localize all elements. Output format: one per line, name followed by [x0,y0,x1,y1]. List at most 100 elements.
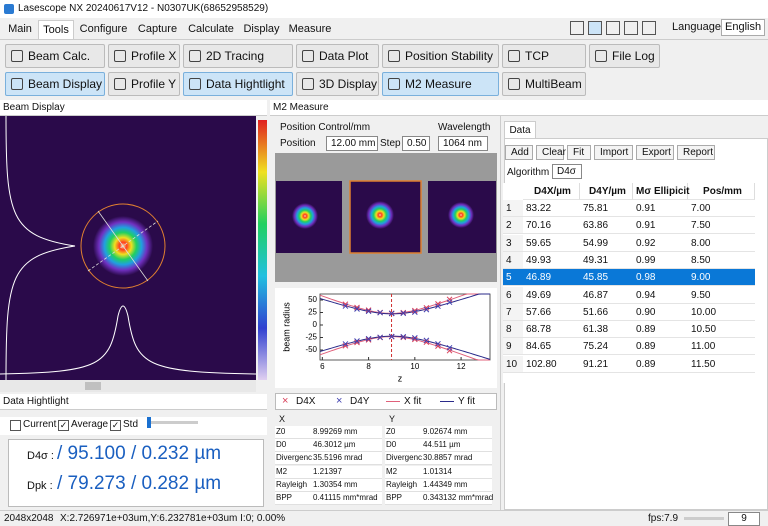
data-point [435,303,441,310]
table-cell: 57.66 [523,304,580,321]
tab[interactable]: Data [504,121,536,139]
tool-button[interactable]: Beam Display [5,72,105,96]
table-cell: 49.31 [580,252,633,269]
fit-header: Y [389,414,396,424]
beam-image [0,116,267,392]
table-cell: 0.98 [633,269,688,287]
data-button[interactable]: Fit [567,145,591,160]
data-point [365,335,372,342]
x-axis-label: z [398,373,403,383]
menu-tab[interactable]: Display [243,23,280,35]
menu-tab[interactable]: Measure [288,23,332,35]
tool-button[interactable]: File Log [589,44,660,68]
button-label: TCP [525,49,549,63]
table-cell: 0.89 [633,338,688,356]
menu-tab[interactable]: Main [8,23,32,35]
status-slider[interactable] [684,517,724,520]
tool-button[interactable]: MultiBeam [502,72,586,96]
table-cell: 11.00 [688,338,755,356]
table-cell: 9.50 [688,287,755,304]
data-point [411,307,418,314]
fit-key: BPP [276,493,293,502]
data-point [446,344,453,351]
field-label: Position [280,138,316,149]
tool-button[interactable]: 3D Display [296,72,379,96]
menu-tab[interactable]: Calculate [188,23,234,35]
data-point [411,309,418,315]
table-cell: 0.91 [633,217,688,235]
beam-spot [292,203,318,229]
tool-button[interactable]: Profile Y [108,72,180,96]
table-cell: 83.22 [523,200,580,217]
slider-track[interactable] [148,421,198,424]
tool-button[interactable]: Data Plot [296,44,379,68]
icon[interactable] [606,21,620,35]
data-button[interactable]: Report [677,145,715,160]
table-cell: 3 [503,234,523,252]
slider-thumb[interactable] [147,417,151,428]
beam-circle [80,203,166,289]
x-tick-label: 8 [366,362,371,371]
checkbox[interactable] [10,420,21,431]
data-point [365,308,372,315]
data-point [354,304,360,311]
wavelength-input[interactable]: 1064 nm [438,136,488,151]
data-point [342,303,349,309]
table-cell: 54.99 [580,235,633,252]
checkbox[interactable]: ✓ [58,420,69,431]
table-row[interactable] [503,269,755,287]
data-point [423,306,430,313]
tool-button[interactable]: Beam Calc. [5,44,105,68]
panel-title: Beam Display [3,102,65,113]
y-tick-label: -50 [305,345,317,354]
toolbar-icons[interactable] [570,21,662,35]
table-cell: 49.93 [523,252,580,269]
algorithm-dropdown[interactable]: D4σ [552,164,582,179]
tool-button[interactable]: TCP [502,44,586,68]
table-cell: 75.81 [580,200,633,217]
language-label: Language [672,21,721,33]
icon[interactable] [588,21,602,35]
data-point [411,335,418,341]
language-dropdown[interactable]: English [721,19,765,36]
data-point [423,337,430,344]
panel-title: Data Hightlight [3,396,69,407]
tool-button[interactable]: Profile X [108,44,180,68]
position-input[interactable]: 12.00 mm [326,136,378,151]
icon[interactable] [570,21,584,35]
data-button[interactable]: Add [505,145,533,160]
icon[interactable] [624,21,638,35]
table-cell: 75.24 [580,338,633,356]
data-button[interactable]: Export [636,145,674,160]
menu-tab[interactable]: Capture [137,23,178,35]
icon[interactable] [642,21,656,35]
algorithm-label: Algorithm [507,167,550,178]
data-point [365,307,372,313]
data-point [446,299,453,306]
data-point [400,333,407,340]
fit-row [385,478,492,492]
scroll-thumb[interactable] [85,382,101,390]
scrollbar[interactable] [0,380,256,392]
step-input[interactable]: 0.50 [402,136,430,151]
fit-row [275,478,382,492]
tool-button[interactable]: Data Hightlight [183,72,293,96]
checkbox[interactable]: ✓ [110,420,121,431]
tool-button[interactable]: M2 Measure [382,72,499,96]
status-fps: fps:7.9 [648,513,679,524]
menu-tab[interactable]: Tools [38,20,74,39]
data-button[interactable]: Clear [536,145,566,160]
legend-label: X fit [404,396,422,407]
data-button[interactable]: Import [594,145,633,160]
checkbox-label: Average [71,419,109,430]
table-cell: 0.90 [633,304,688,321]
fit-row [275,439,382,453]
data-point [435,340,441,347]
status-count: 9 [728,512,760,526]
fit-value: 0.343132 mm*mrad [423,493,494,502]
tool-button[interactable]: Position Stability [382,44,499,68]
beam-spot [448,202,474,228]
menu-tab[interactable]: Configure [79,23,128,35]
x-tick-label: 10 [410,362,419,371]
tool-button[interactable]: 2D Tracing [183,44,293,68]
